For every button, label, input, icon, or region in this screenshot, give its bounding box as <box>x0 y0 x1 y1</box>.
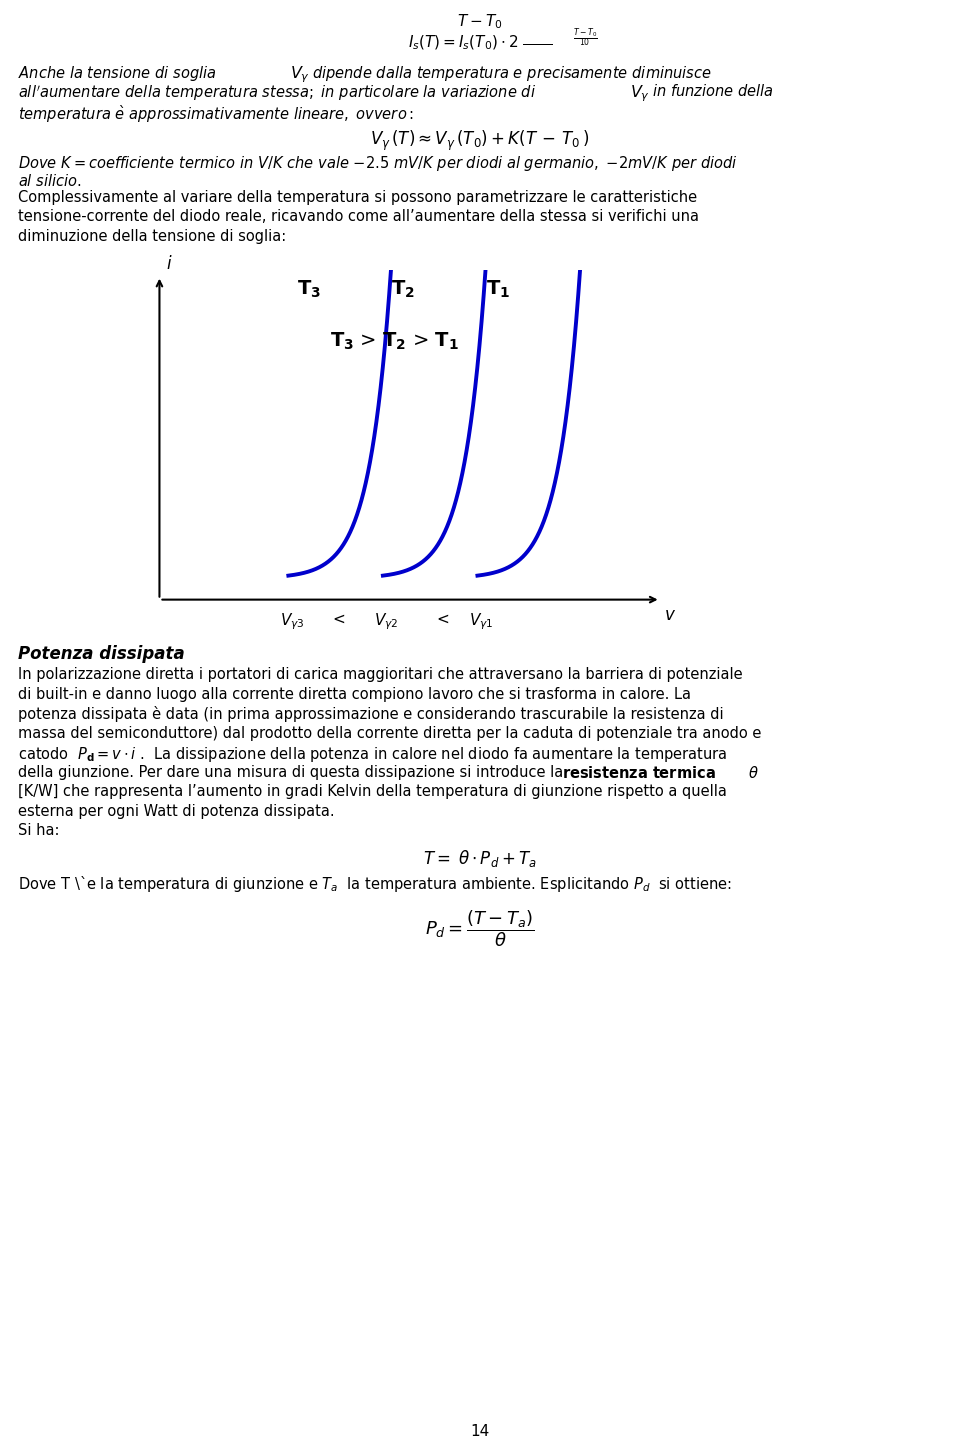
Text: $\mathit{in\ funzione\ della}$: $\mathit{in\ funzione\ della}$ <box>652 84 774 100</box>
Text: i: i <box>167 255 171 273</box>
Text: Si ha:: Si ha: <box>18 823 60 839</box>
Text: In polarizzazione diretta i portatori di carica maggioritari che attraversano la: In polarizzazione diretta i portatori di… <box>18 667 743 682</box>
Text: $T = \;\theta \cdot P_d + T_a$: $T = \;\theta \cdot P_d + T_a$ <box>423 849 537 869</box>
Text: [K/W] che rappresenta l’aumento in gradi Kelvin della temperatura di giunzione r: [K/W] che rappresenta l’aumento in gradi… <box>18 784 727 800</box>
Text: di built-in e danno luogo alla corrente diretta compiono lavoro che si trasforma: di built-in e danno luogo alla corrente … <box>18 686 691 701</box>
Text: $\mathbf{T_2}$: $\mathbf{T_2}$ <box>391 279 415 300</box>
Text: $\mathbf{resistenza\ termica}$: $\mathbf{resistenza\ termica}$ <box>562 765 716 781</box>
Text: $\mathit{all'aumentare\ della\ temperatura\ stessa;\ in\ particolare\ la\ variaz: $\mathit{all'aumentare\ della\ temperatu… <box>18 84 537 103</box>
Text: diminuzione della tensione di soglia:: diminuzione della tensione di soglia: <box>18 229 286 244</box>
Text: <: < <box>437 612 449 627</box>
Text: $\mathit{Dove\ K = coefficiente\ termico\ in\ V/K\ che\ vale\ {-2.5}\ mV/K\ per\: $\mathit{Dove\ K = coefficiente\ termico… <box>18 154 737 173</box>
Text: potenza dissipata è data (in prima approssimazione e considerando trascurabile l: potenza dissipata è data (in prima appro… <box>18 707 724 723</box>
Text: Potenza dissipata: Potenza dissipata <box>18 644 184 663</box>
Text: $\mathit{al\ silicio.}$: $\mathit{al\ silicio.}$ <box>18 173 82 189</box>
Text: catodo  $P_\mathbf{d} = v \cdot i$ .  La dissipazione della potenza in calore ne: catodo $P_\mathbf{d} = v \cdot i$ . La d… <box>18 744 728 765</box>
Text: $P_d = \dfrac{(T - T_a)}{\theta}$: $P_d = \dfrac{(T - T_a)}{\theta}$ <box>425 908 535 949</box>
Text: Dove T \`e la temperatura di giunzione e $T_a$  la temperatura ambiente. Esplici: Dove T \`e la temperatura di giunzione e… <box>18 874 732 894</box>
Text: v: v <box>665 605 675 624</box>
Text: $T- T_0$: $T- T_0$ <box>457 12 503 30</box>
Text: $V_\gamma\,(T) \approx V_\gamma\,(T_0) + K(T\,-\,T_0\,)$: $V_\gamma\,(T) \approx V_\gamma\,(T_0) +… <box>371 128 589 152</box>
Text: $\mathit{temperatura\ \`{e}\ approssimativamente\ lineare,\ ovvero:}$: $\mathit{temperatura\ \`{e}\ approssimat… <box>18 103 414 125</box>
Text: $V_{\gamma3}$: $V_{\gamma3}$ <box>279 612 304 633</box>
Text: $\mathbf{T_3}$: $\mathbf{T_3}$ <box>297 279 321 300</box>
Text: $V_{\gamma1}$: $V_{\gamma1}$ <box>468 612 493 633</box>
Text: $\frac{T-T_0}{10}$: $\frac{T-T_0}{10}$ <box>572 26 597 49</box>
Text: 14: 14 <box>470 1423 490 1439</box>
Text: $\mathbf{T_1}$: $\mathbf{T_1}$ <box>486 279 510 300</box>
Text: $V_\mathit{\gamma}$: $V_\mathit{\gamma}$ <box>630 84 650 104</box>
Text: $I_s(T) = I_s(T_0) \cdot 2\;\overline{\;\;\;\;\;\;\;}$: $I_s(T) = I_s(T_0) \cdot 2\;\overline{\;… <box>408 33 552 52</box>
Text: tensione-corrente del diodo reale, ricavando come all’aumentare della stessa si : tensione-corrente del diodo reale, ricav… <box>18 209 699 225</box>
Text: $\mathit{Anche\ la\ tensione\ di\ soglia}$: $\mathit{Anche\ la\ tensione\ di\ soglia… <box>18 64 217 83</box>
Text: $\mathbf{T_3}$ > $\mathbf{T_2}$ > $\mathbf{T_1}$: $\mathbf{T_3}$ > $\mathbf{T_2}$ > $\math… <box>329 331 458 353</box>
Text: $\theta$: $\theta$ <box>748 765 758 781</box>
Text: della giunzione. Per dare una misura di questa dissipazione si introduce la: della giunzione. Per dare una misura di … <box>18 765 568 779</box>
Text: Complessivamente al variare della temperatura si possono parametrizzare le carat: Complessivamente al variare della temper… <box>18 190 697 205</box>
Text: $V_{\gamma2}$: $V_{\gamma2}$ <box>374 612 398 633</box>
Text: <: < <box>333 612 346 627</box>
Text: $V_\mathit{\gamma}$: $V_\mathit{\gamma}$ <box>290 64 310 84</box>
Text: massa del semiconduttore) dal prodotto della corrente diretta per la caduta di p: massa del semiconduttore) dal prodotto d… <box>18 726 761 740</box>
Text: $\mathit{dipende\ dalla\ temperatura\ e\ precisamente\ diminuisce}$: $\mathit{dipende\ dalla\ temperatura\ e\… <box>312 64 712 83</box>
Text: esterna per ogni Watt di potenza dissipata.: esterna per ogni Watt di potenza dissipa… <box>18 804 335 818</box>
